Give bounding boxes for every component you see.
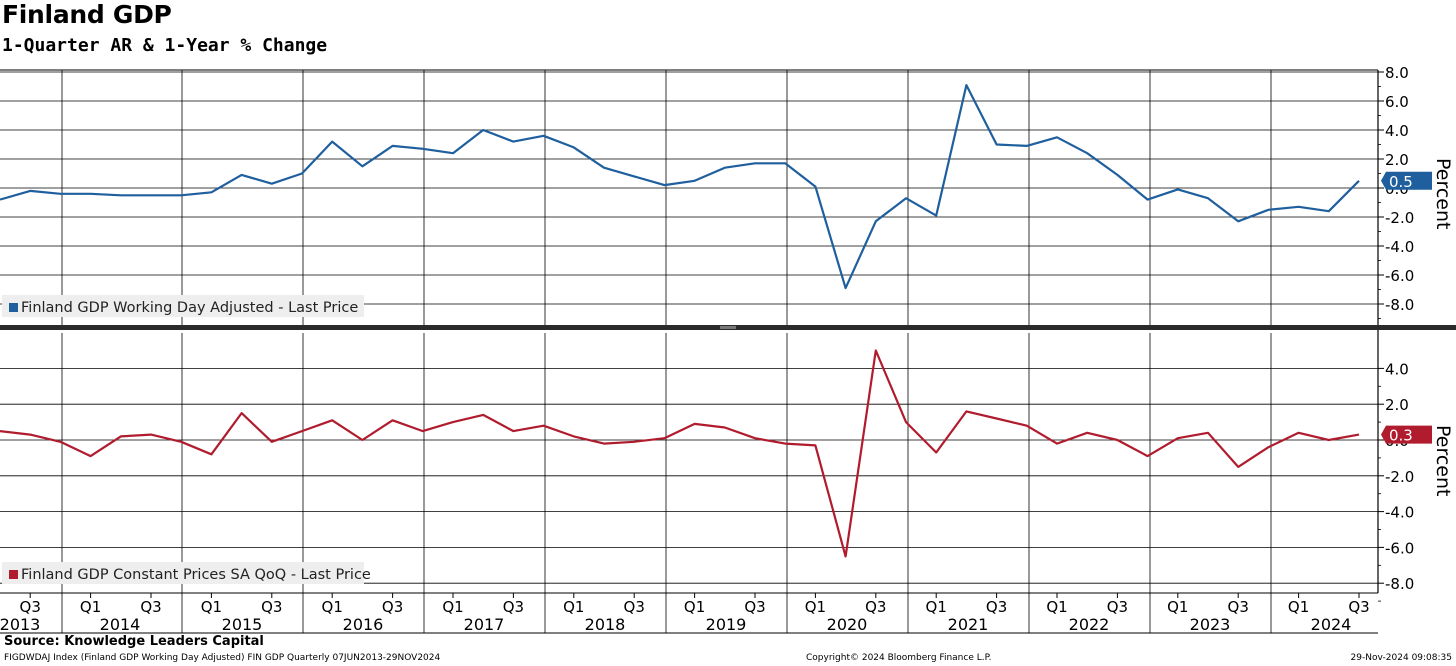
x-tick-label-quarter: Q1 (684, 598, 705, 616)
ticker-note: FIGDWDAJ Index (Finland GDP Working Day … (4, 653, 441, 663)
panel-divider-handle (720, 326, 736, 329)
last-value-label: 0.5 (1389, 173, 1413, 191)
y-tick-label: -2.0 (1385, 209, 1414, 227)
bottom-panel-grid (0, 333, 1378, 633)
x-tick-label-quarter: Q1 (1288, 598, 1309, 616)
y-axis-label: Percent (1432, 158, 1454, 230)
y-tick-label: -8.0 (1385, 575, 1414, 593)
x-tick-label-quarter: Q3 (1228, 598, 1249, 616)
y-tick-label: -6.0 (1385, 267, 1414, 285)
bottom-panel-series (0, 349, 1360, 558)
last-value-marker (1381, 425, 1432, 444)
y-tick-label: -4.0 (1385, 504, 1414, 522)
x-tick-label-year: 2019 (706, 615, 747, 634)
legend-top-bg (2, 295, 364, 317)
legend-bottom-swatch (9, 570, 18, 579)
x-axis: Q3 Q1 Q3 Q1 Q3 Q1 Q3 Q1 Q3 Q1 Q3 Q1 Q3 Q1 Q3 Q1 Q3 Q1 Q3 Q1… (0, 593, 1370, 634)
y-tick-label: -4.0 (1385, 238, 1414, 256)
top-panel-series (0, 83, 1360, 290)
timestamp-note: 29-Nov-2024 09:08:35 (1350, 653, 1452, 663)
y-tick-label: 4.0 (1385, 122, 1409, 140)
x-tick-label-quarter: Q3 (865, 598, 886, 616)
x-tick-label-quarter: Q3 (20, 598, 41, 616)
last-value-marker (1381, 171, 1432, 190)
x-tick-label-year: 2018 (585, 615, 626, 634)
legend-bottom-label: Finland GDP Constant Prices SA QoQ - Las… (21, 567, 371, 583)
chart-frame (0, 69, 1379, 634)
x-tick-label-quarter: Q1 (1167, 598, 1188, 616)
x-tick-label-year: 2020 (827, 615, 868, 634)
x-tick-label-quarter: Q1 (322, 598, 343, 616)
x-tick-label-quarter: Q3 (1348, 598, 1369, 616)
x-tick-label-year: 2015 (222, 615, 263, 634)
x-tick-label-quarter: Q3 (382, 598, 403, 616)
x-tick-label-quarter: Q1 (805, 598, 826, 616)
x-tick-label-quarter: Q3 (261, 598, 282, 616)
y-tick-label: 2.0 (1385, 396, 1409, 414)
x-tick-label-quarter: Q3 (1107, 598, 1128, 616)
last-value-label: 0.3 (1389, 427, 1413, 445)
y-tick-label: 6.0 (1385, 93, 1409, 111)
x-tick-label-quarter: Q1 (1046, 598, 1067, 616)
series-line (0, 349, 1360, 558)
x-tick-label-quarter: Q1 (926, 598, 947, 616)
top-panel-grid (0, 70, 1378, 327)
legend-top-label: Finland GDP Working Day Adjusted - Last … (21, 300, 358, 316)
copyright-note: Copyright© 2024 Bloomberg Finance L.P. (806, 653, 992, 663)
legend-top-swatch (9, 303, 18, 312)
x-tick-label-year: 2014 (100, 615, 141, 634)
legends: Finland GDP Working Day Adjusted - Last … (2, 295, 371, 584)
y-tick-label: 8.0 (1385, 64, 1409, 82)
top-panel-y-axis: 8.06.04.02.00.0-2.0-4.0-6.0-8.0Percent0.… (1378, 64, 1454, 319)
chart-subtitle: 1-Quarter AR & 1-Year % Change (2, 35, 328, 56)
x-tick-label-quarter: Q1 (80, 598, 101, 616)
x-tick-label-year: 2013 (0, 615, 40, 634)
x-tick-label-year: 2024 (1311, 615, 1352, 634)
y-tick-label: 4.0 (1385, 360, 1409, 378)
y-tick-label: -2.0 (1385, 468, 1414, 486)
x-tick-label-year: 2021 (948, 615, 989, 634)
series-line (0, 83, 1360, 290)
x-tick-label-quarter: Q3 (140, 598, 161, 616)
chart-title: Finland GDP (2, 0, 172, 29)
x-tick-label-year: 2022 (1069, 615, 1110, 634)
x-tick-label-quarter: Q3 (744, 598, 765, 616)
x-tick-label-quarter: Q1 (442, 598, 463, 616)
x-tick-label-year: 2023 (1190, 615, 1231, 634)
x-tick-label-quarter: Q1 (201, 598, 222, 616)
panel-divider[interactable] (0, 325, 1456, 330)
x-tick-label-quarter: Q3 (624, 598, 645, 616)
y-tick-label: -8.0 (1385, 296, 1414, 314)
x-tick-label-year: 2017 (464, 615, 505, 634)
y-tick-label: -6.0 (1385, 539, 1414, 557)
y-tick-label: 2.0 (1385, 151, 1409, 169)
x-tick-label-quarter: Q3 (503, 598, 524, 616)
source-note: Source: Knowledge Leaders Capital (4, 634, 264, 649)
x-tick-label-quarter: Q3 (986, 598, 1007, 616)
x-tick-label-quarter: Q1 (563, 598, 584, 616)
x-tick-label-year: 2016 (343, 615, 384, 634)
y-axis-label: Percent (1432, 425, 1454, 497)
legend-bottom-bg (2, 562, 364, 584)
